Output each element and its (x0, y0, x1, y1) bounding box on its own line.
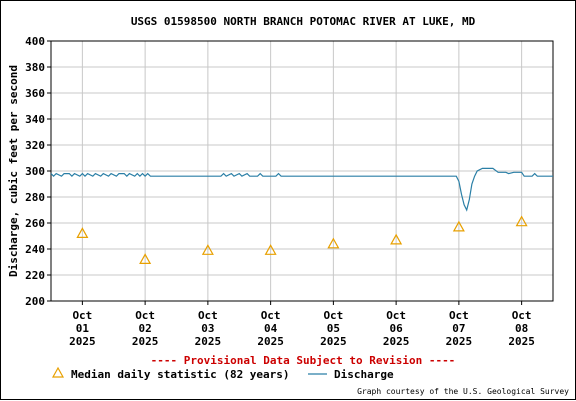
x-tick-label-line: Oct (135, 309, 155, 322)
x-tick-label-line: Oct (512, 309, 532, 322)
x-tick-label-line: Oct (261, 309, 281, 322)
x-tick-label: Oct 06 2025 (383, 309, 410, 348)
x-tick-label-line: 2025 (508, 335, 535, 348)
gridlines (51, 41, 553, 301)
x-tick-label: Oct 08 2025 (508, 309, 535, 348)
x-tick-label-line: 2025 (383, 335, 410, 348)
y-tick-label: 400 (25, 35, 45, 48)
median-marker (201, 244, 214, 255)
discharge-line (50, 167, 553, 212)
x-tick-label-line: 05 (327, 322, 340, 335)
x-tick-label-line: 08 (515, 322, 528, 335)
median-marker (390, 233, 403, 245)
x-tick-label-line: 02 (139, 322, 152, 335)
median-marker (452, 220, 465, 232)
y-tick-label: 220 (25, 269, 45, 282)
y-tick-label: 380 (25, 61, 45, 74)
x-tick-label-line: 2025 (446, 335, 473, 348)
y-tick-label: 340 (25, 113, 45, 126)
y-tick-label: 240 (25, 243, 45, 256)
x-tick-label-line: 04 (264, 322, 278, 335)
x-tick-label-line: Oct (198, 309, 218, 322)
median-marker (264, 244, 277, 255)
y-axis-ticks: 200 220 240 260 280 300 320 340 360 380 400 (25, 35, 51, 308)
x-tick-label: Oct 04 2025 (257, 309, 284, 348)
legend-discharge-label: Discharge (334, 368, 394, 381)
legend-median-label: Median daily statistic (82 years) (71, 368, 290, 381)
x-tick-label-line: Oct (386, 309, 406, 322)
x-tick-label-line: Oct (449, 309, 469, 322)
x-tick-label-line: 01 (76, 322, 90, 335)
x-tick-label: Oct 01 2025 (69, 309, 96, 348)
median-marker (515, 215, 528, 227)
chart-title: USGS 01598500 NORTH BRANCH POTOMAC RIVER… (131, 15, 476, 28)
x-tick-label-line: Oct (323, 309, 343, 322)
legend: Median daily statistic (82 years) Discha… (51, 366, 394, 381)
x-tick-label-line: 06 (390, 322, 404, 335)
y-tick-label: 360 (25, 87, 45, 100)
y-axis-label: Discharge, cubic feet per second (7, 65, 20, 277)
y-tick-label: 280 (25, 191, 45, 204)
median-marker (327, 237, 340, 249)
x-tick-label-line: 2025 (257, 335, 284, 348)
credit-line: Graph courtesy of the U.S. Geological Su… (357, 387, 569, 396)
x-tick-label-line: 2025 (132, 335, 159, 348)
x-tick-label-line: 2025 (69, 335, 96, 348)
series-layer (50, 167, 553, 264)
provisional-notice: ---- Provisional Data Subject to Revisio… (151, 354, 456, 367)
median-marker (139, 253, 152, 264)
x-tick-label: Oct 03 2025 (195, 309, 222, 348)
x-tick-label: Oct 02 2025 (132, 309, 159, 348)
x-tick-label-line: Oct (72, 309, 92, 322)
y-tick-label: 320 (25, 139, 45, 152)
median-marker (76, 227, 89, 238)
x-tick-label: Oct 07 2025 (446, 309, 473, 348)
x-tick-label-line: 03 (201, 322, 214, 335)
y-tick-label: 260 (25, 217, 45, 230)
x-tick-label: Oct 05 2025 (320, 309, 347, 348)
x-tick-label-line: 2025 (320, 335, 347, 348)
x-tick-label-line: 07 (452, 322, 465, 335)
legend-median-marker (51, 366, 65, 378)
y-tick-label: 200 (25, 295, 45, 308)
y-tick-label: 300 (25, 165, 45, 178)
x-tick-label-line: 2025 (195, 335, 222, 348)
